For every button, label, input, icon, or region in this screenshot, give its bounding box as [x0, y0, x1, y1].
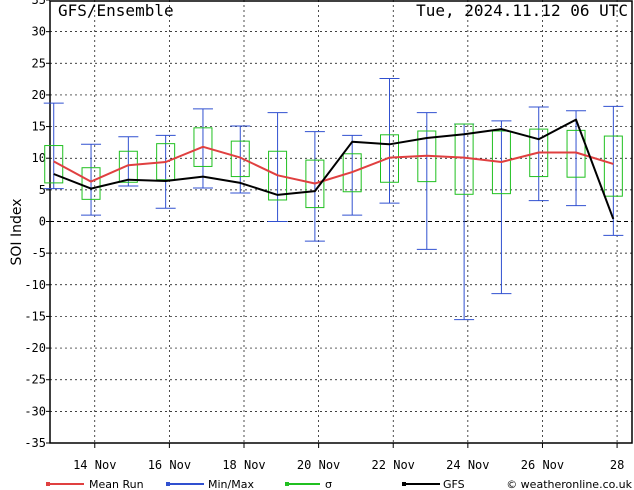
y-axis-label: SOI Index: [9, 198, 25, 265]
x-tick-label: 28: [610, 458, 624, 472]
y-tick-label: 10: [32, 151, 46, 165]
x-tick-label: 14 Nov: [73, 458, 116, 472]
legend-item-gfs: GFS: [402, 478, 465, 490]
line-series: [53, 118, 615, 220]
series-line-mean-run: [53, 145, 614, 185]
legend-swatch-minmax-end: [166, 482, 170, 486]
grid: [50, 0, 632, 443]
legend-swatch-mean-end: [46, 482, 50, 486]
sigma-box: [193, 127, 213, 167]
header-model: GFS/Ensemble: [58, 1, 174, 20]
y-tick-label: -20: [24, 341, 46, 355]
y-tick-label: -35: [24, 436, 46, 450]
sigma-box: [342, 153, 362, 193]
sigma-box: [305, 159, 325, 209]
legend-label-mean: Mean Run: [89, 478, 144, 490]
legend-item-minmax: Min/Max: [166, 478, 254, 490]
x-tick-label: 26 Nov: [521, 458, 564, 472]
x-tick-labels: 14 Nov 16 Nov 18 Nov 20 Nov 22 Nov 24 Nov 26 N…: [73, 443, 624, 472]
legend-label-gfs: GFS: [443, 478, 465, 490]
legend-swatch-sigma-end: [285, 482, 289, 486]
sigma-box: [156, 143, 176, 181]
x-tick-label: 24 Nov: [446, 458, 489, 472]
sigma-box: [118, 150, 138, 183]
sigma-box: [268, 150, 288, 201]
y-tick-label: 5: [39, 183, 46, 197]
legend: Mean Run Min/Max σ GFS © weatheronline.c…: [46, 478, 633, 490]
sigma-box: [566, 129, 586, 178]
y-tick-label: 30: [32, 25, 46, 39]
y-tick-labels: -35 -30 -25 -20 -15 -10 -5 0 5 10 15 20 25 30 35: [24, 0, 50, 450]
y-tick-label: -25: [24, 373, 46, 387]
y-tick-label: -5: [32, 246, 46, 260]
legend-item-mean: Mean Run: [46, 478, 144, 490]
series-line-gfs: [53, 118, 615, 220]
sigma-box: [603, 135, 623, 197]
y-tick-label: 15: [32, 120, 46, 134]
sigma-box: [81, 167, 101, 200]
y-tick-label: 35: [32, 0, 46, 7]
min-max-series: [43, 77, 624, 321]
sigma-box: [380, 134, 399, 183]
x-tick-label: 22 Nov: [372, 458, 415, 472]
x-tick-label: 20 Nov: [297, 458, 340, 472]
legend-swatch-gfs-end: [402, 482, 406, 486]
sigma-box: [230, 140, 250, 178]
y-tick-label: -15: [24, 309, 46, 323]
y-tick-label: -30: [24, 404, 46, 418]
sigma-box: [491, 130, 511, 195]
legend-label-sigma: σ: [325, 478, 332, 490]
sigma-box: [44, 145, 64, 184]
x-tick-label: 18 Nov: [222, 458, 265, 472]
y-tick-label: -10: [24, 278, 46, 292]
y-tick-label: 0: [39, 215, 46, 229]
legend-item-sigma: σ: [285, 478, 332, 490]
credit-text: © weatheronline.co.uk: [506, 478, 632, 490]
y-tick-label: 20: [32, 88, 46, 102]
y-tick-label: 25: [32, 56, 46, 70]
x-tick-label: 16 Nov: [148, 458, 191, 472]
header-run-time: Tue, 2024.11.12 06 UTC: [416, 1, 628, 20]
legend-label-minmax: Min/Max: [208, 478, 254, 490]
